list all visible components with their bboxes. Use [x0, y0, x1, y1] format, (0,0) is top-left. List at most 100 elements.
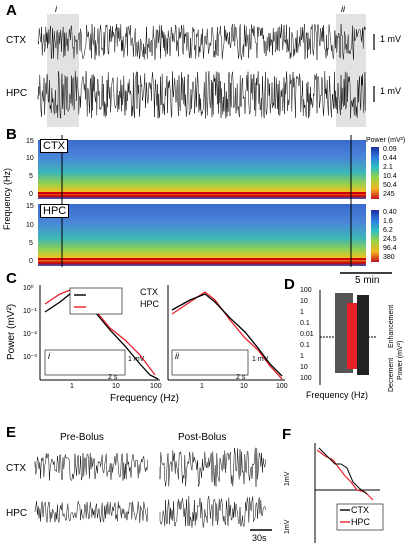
f-scale-top: 1mV — [284, 471, 291, 486]
panel-d-label: D — [284, 276, 295, 293]
ctx-colorbar-tick: 0.44 — [383, 155, 397, 162]
e-pre-label: Pre-Bolus — [60, 432, 104, 443]
trace-group — [37, 23, 366, 119]
hpc-colorbar — [371, 210, 379, 262]
hpc-colorbar-tick: 6.2 — [383, 227, 393, 234]
c-inset-time-right: 2 s — [236, 374, 246, 381]
hpc-spectrogram — [38, 204, 366, 266]
c-legend-ctx: CTX — [140, 287, 158, 297]
b-tick-5: 5 — [29, 173, 33, 180]
ctx-colorbar-tick: 2.1 — [383, 164, 393, 171]
c-plot-right — [167, 285, 285, 381]
d-axis-tick: 100 — [300, 287, 312, 294]
c-inset-i: i — [48, 351, 50, 361]
d-axis-tick: 0.1 — [300, 320, 310, 327]
panel-e-traces — [34, 447, 272, 531]
spectrograms — [38, 135, 392, 274]
c-ytick-1: 10⁻¹ — [23, 308, 37, 315]
marker-ii: ii — [341, 4, 345, 14]
c-xtick-10b: 10 — [240, 383, 248, 390]
panel-d-plot — [319, 290, 377, 385]
c-right-ctx-line — [171, 293, 283, 377]
c-ytick-0: 10⁰ — [23, 285, 34, 292]
hpc-tag: HPC — [40, 204, 70, 218]
c-inset-volt-right: 1 mV — [252, 356, 269, 363]
ctx-spectrogram — [38, 140, 366, 199]
d-axis-tick: 10 — [300, 364, 308, 371]
d-ylabel-bottom: Decrement — [388, 357, 395, 392]
b-tick-5b: 5 — [29, 240, 33, 247]
b-tick-10: 10 — [26, 155, 34, 162]
hpc-raw-trace — [37, 71, 366, 119]
d-ylabel-unit: Power (mV²) — [397, 340, 404, 380]
panel-a-traces — [37, 14, 375, 127]
hpc-colorbar-tick: 24.5 — [383, 236, 397, 243]
ctx-colorbar-tick: 0.09 — [383, 146, 397, 153]
c-left-ctx-line — [44, 293, 159, 380]
hpc-label-a: HPC — [6, 88, 28, 99]
scale-label-a-bottom: 1 mV — [380, 86, 402, 96]
b-tick-15b: 15 — [26, 203, 34, 210]
f-legend-hpc: HPC — [351, 517, 371, 527]
panel-f-label: F — [282, 426, 292, 443]
time-scale-b: 5 min — [355, 275, 380, 286]
e-hpc-label: HPC — [6, 508, 28, 519]
c-xlabel: Frequency (Hz) — [110, 393, 179, 404]
e-time-scale: 30s — [252, 533, 267, 543]
c-ytick-3: 10⁻³ — [23, 354, 37, 361]
e-hpc-pre-trace — [34, 500, 149, 524]
c-xtick-100b: 100 — [276, 383, 288, 390]
panel-c-plots — [39, 285, 285, 381]
d-ylabel-top: Enhancement — [388, 304, 395, 348]
ctx-tag: CTX — [40, 139, 68, 153]
hpc-colorbar-tick: 0.40 — [383, 209, 397, 216]
d-axis-tick: 10 — [300, 298, 308, 305]
c-xtick-10: 10 — [112, 383, 120, 390]
b-tick-15: 15 — [26, 138, 34, 145]
panel-b-label: B — [6, 126, 17, 143]
marker-i: i — [55, 4, 57, 14]
panel-c-label: C — [6, 270, 17, 287]
c-xtick-100: 100 — [150, 383, 162, 390]
b-tick-0: 0 — [29, 191, 33, 198]
c-legend-box — [69, 287, 123, 315]
b-tick-0b: 0 — [29, 258, 33, 265]
d-xlabel: Frequency (Hz) — [306, 390, 369, 400]
c-xtick-1b: 1 — [200, 383, 204, 390]
d-axis-tick: 0.01 — [300, 331, 314, 338]
d-hpc-band — [347, 303, 359, 369]
f-legend-ctx: CTX — [351, 505, 369, 515]
e-post-label: Post-Bolus — [178, 432, 227, 443]
c-xtick-1: 1 — [70, 383, 74, 390]
e-ctx-label: CTX — [6, 463, 26, 474]
ctx-colorbar-tick: 10.4 — [383, 173, 397, 180]
c-inset-volt-left: 1 mV — [128, 356, 145, 363]
colorbar-power-label: Power (mV²) — [366, 137, 406, 144]
f-scale-bottom: 1mV — [284, 519, 291, 534]
c-inset-time-left: 2 s — [108, 374, 118, 381]
ctx-raw-trace — [37, 23, 366, 60]
d-axis-tick: 0.1 — [300, 342, 310, 349]
ctx-label-a: CTX — [6, 35, 26, 46]
d-axis-tick: 100 — [300, 375, 312, 382]
panel-e-label: E — [6, 424, 17, 441]
c-legend-hpc: HPC — [140, 299, 160, 309]
c-plot-left — [39, 285, 160, 381]
d-axis-tick: 1 — [300, 353, 304, 360]
d-axis-tick: 1 — [300, 309, 304, 316]
e-ctx-post-trace — [159, 447, 266, 487]
ctx-colorbar-tick: 50.4 — [383, 182, 397, 189]
f-ctx-line — [318, 447, 368, 495]
hpc-colorbar-tick: 96.4 — [383, 245, 397, 252]
ctx-colorbar — [371, 147, 379, 199]
panel-a-label: A — [6, 2, 17, 19]
b-tick-10b: 10 — [26, 222, 34, 229]
panel-f-plot — [314, 443, 384, 543]
c-inset-ii: ii — [175, 351, 179, 361]
e-ctx-pre-trace — [34, 452, 149, 482]
ctx-colorbar-tick: 245 — [383, 191, 395, 198]
scale-label-a-top: 1 mV — [380, 34, 402, 44]
e-hpc-post-trace — [159, 495, 266, 528]
c-ytick-2: 10⁻² — [23, 331, 37, 338]
hpc-colorbar-tick: 1.6 — [383, 218, 393, 225]
